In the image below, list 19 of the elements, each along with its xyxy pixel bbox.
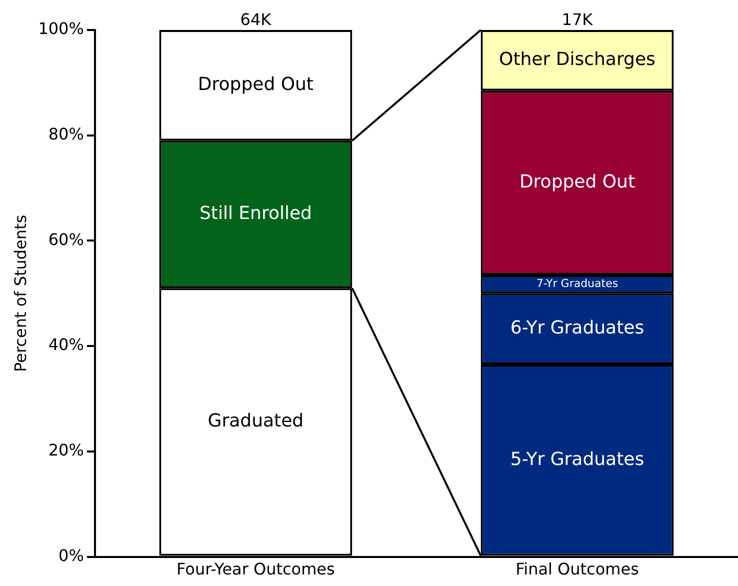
x-tick-label: Four-Year Outcomes [176, 560, 335, 579]
y-axis-title: Percent of Students [10, 214, 30, 372]
annotation: 17K [562, 10, 594, 30]
series-label: Graduated [208, 410, 304, 432]
series-label: Other Discharges [499, 48, 656, 70]
series-label: 5-Yr Graduates [510, 448, 644, 470]
y-tick-label: 100% [38, 19, 84, 38]
y-tick-label: 20% [48, 440, 84, 460]
x-tick-label: Final Outcomes [516, 560, 639, 579]
annotation: 64K [240, 10, 272, 30]
y-tick-label: 40% [48, 335, 84, 354]
series-label: Dropped Out [198, 74, 314, 95]
y-tick-label: 60% [48, 230, 84, 249]
series-label: 6-Yr Graduates [510, 318, 644, 339]
y-tick-label: 0% [58, 546, 84, 565]
series-label: Still Enrolled [199, 203, 312, 224]
series-label: Dropped Out [519, 171, 636, 192]
series-label: 7-Yr Graduates [536, 277, 618, 290]
y-tick-label: 80% [48, 124, 84, 144]
